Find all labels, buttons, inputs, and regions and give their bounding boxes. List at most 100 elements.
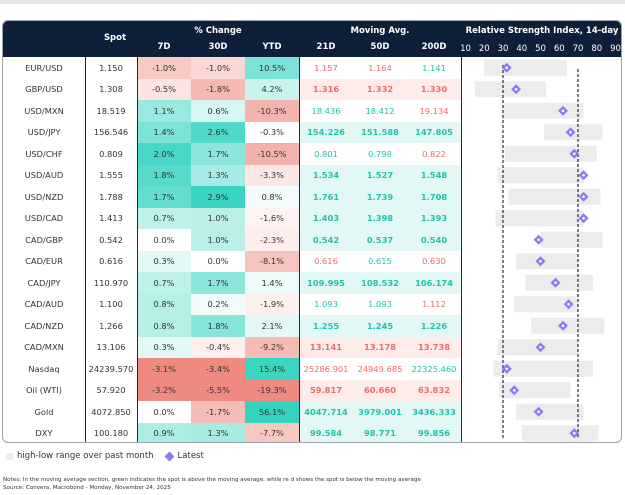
cell-ma21: 1.761 — [299, 186, 353, 208]
cell-name: GBP/USD — [25, 84, 63, 95]
cell-ytd: -10.3% — [245, 100, 299, 122]
cell-ma50: 108.532 — [353, 272, 407, 294]
rsi-marker-center — [537, 238, 540, 242]
cell-ytd: -0.3% — [245, 121, 299, 143]
cell-name: CAD/MXN — [24, 342, 64, 353]
cell-ma21: 1.316 — [299, 78, 353, 100]
cell-ma200: 1.141 — [407, 57, 461, 79]
rsi-marker-center — [514, 87, 518, 91]
cell-spot: 4072.850 — [91, 406, 131, 417]
header-ma200: 200D — [421, 42, 447, 52]
rsi-marker-center — [572, 431, 576, 435]
rsi-range-bar — [504, 145, 597, 162]
header-rsi-title: Relative Strength Index, 14-day — [465, 26, 619, 36]
cell-ytd: 4.2% — [245, 78, 299, 100]
cell-ytd: 56.1% — [245, 401, 299, 423]
rsi-tick-label: 40 — [516, 44, 527, 54]
cell-d30: 1.0% — [191, 229, 245, 251]
cell-d7: 1.7% — [137, 186, 191, 208]
cell-ma50: 1.527 — [353, 164, 407, 186]
cell-name: USD/JPY — [27, 127, 61, 138]
cell-d30: 1.3% — [191, 164, 245, 186]
cell-d7: 0.7% — [137, 207, 191, 229]
rsi-marker-center — [539, 259, 542, 263]
table-row: USD/JPY 156.546 1.4% 2.6% -0.3% 154.226 151.58… — [3, 121, 621, 143]
cell-ma21: 0.616 — [299, 250, 353, 272]
table-row: CAD/MXN 13.106 0.3% -0.4% -9.2% 13.141 13.178 1… — [3, 336, 621, 358]
header-ytd: YTD — [262, 42, 282, 52]
rsi-range-bar — [484, 59, 567, 76]
rsi-range-bar — [503, 102, 584, 119]
cell-d7: -3.1% — [137, 358, 191, 380]
cell-ma21: 99.584 — [299, 422, 353, 442]
rsi-range-bar — [497, 167, 584, 184]
rsi-marker-center — [582, 195, 585, 199]
cell-ma200: 13.738 — [407, 336, 461, 358]
cell-ma200: 63.832 — [407, 379, 461, 401]
cell-name: USD/NZD — [24, 191, 64, 202]
cell-d7: 1.8% — [137, 164, 191, 186]
rsi-tick-label: 60 — [554, 44, 565, 54]
header-pct-change: % Change — [194, 26, 242, 36]
cell-spot: 1.100 — [99, 299, 123, 310]
cell-name: CAD/NZD — [24, 320, 64, 331]
rsi-tick-label: 50 — [535, 44, 546, 54]
cell-d30: 1.7% — [191, 143, 245, 165]
rsi-marker-center — [561, 109, 565, 113]
cell-name: Oil (WTI) — [26, 385, 62, 396]
table-row: USD/CAD 1.413 0.7% 1.0% -1.6% 1.403 1.398 1.393 — [3, 207, 621, 229]
cell-d30: 2.9% — [191, 186, 245, 208]
rsi-marker-center — [582, 216, 585, 220]
cell-ma50: 24949.685 — [353, 358, 407, 380]
cell-name: Gold — [34, 406, 54, 417]
cell-ytd: -3.3% — [245, 164, 299, 186]
cell-ma200: 99.856 — [407, 422, 461, 442]
cell-ma50: 1.093 — [353, 293, 407, 315]
cell-spot: 1.150 — [99, 62, 123, 73]
cell-ma21: 13.141 — [299, 336, 353, 358]
cell-spot: 0.542 — [99, 234, 123, 245]
cell-d7: -0.5% — [137, 78, 191, 100]
rsi-marker-center — [582, 173, 585, 177]
cell-ma200: 1.548 — [407, 164, 461, 186]
cell-ytd: 1.4% — [245, 272, 299, 294]
cell-d30: 1.3% — [191, 422, 245, 442]
cell-name: CAD/AUD — [24, 299, 64, 310]
cell-ma21: 1.403 — [299, 207, 353, 229]
cell-d7: 1.4% — [137, 121, 191, 143]
table-row: Nasdaq 24239.570 -3.1% -3.4% 15.4% 25286.901 2… — [3, 358, 621, 380]
rsi-range-bar — [540, 231, 603, 248]
cell-d7: 2.0% — [137, 143, 191, 165]
cell-ma50: 98.771 — [353, 422, 407, 442]
cell-ytd: -19.3% — [245, 379, 299, 401]
column-divider — [299, 57, 300, 442]
cell-ma200: 3436.333 — [407, 401, 461, 423]
cell-ytd: -8.1% — [245, 250, 299, 272]
footnotes: Notes: In the moving average section, gr… — [3, 476, 421, 492]
cell-d7: 0.0% — [137, 401, 191, 423]
rsi-marker-center — [567, 302, 570, 306]
cell-name: USD/CAD — [24, 213, 64, 224]
cell-d30: 2.6% — [191, 121, 245, 143]
cell-ma200: 1.708 — [407, 186, 461, 208]
cell-ma21: 109.995 — [299, 272, 353, 294]
rsi-marker-center — [539, 345, 542, 349]
cell-d30: -1.7% — [191, 401, 245, 423]
cell-ma21: 1.093 — [299, 293, 353, 315]
cell-d7: -1.0% — [137, 57, 191, 79]
cell-ma50: 1.398 — [353, 207, 407, 229]
legend-latest-label: Latest — [177, 451, 204, 461]
rsi-chart: 10 20 30 40 50 60 70 80 90 — [460, 44, 621, 442]
table-row: Gold 4072.850 0.0% -1.7% 56.1% 4047.714 3979.0… — [3, 401, 621, 423]
cell-ma21: 25286.901 — [299, 358, 353, 380]
cell-name: USD/AUD — [24, 170, 64, 181]
cell-d30: 1.8% — [191, 315, 245, 337]
cell-ma50: 1.739 — [353, 186, 407, 208]
header-moving-avg: Moving Avg. — [350, 26, 410, 36]
cell-ma50: 3979.001 — [353, 401, 407, 423]
cell-spot: 0.616 — [99, 256, 123, 267]
table-row: Oil (WTI) 57.920 -3.2% -5.5% -19.3% 59.817 60.… — [3, 379, 621, 401]
cell-spot: 24239.570 — [88, 363, 134, 374]
rsi-marker-center — [505, 66, 509, 70]
